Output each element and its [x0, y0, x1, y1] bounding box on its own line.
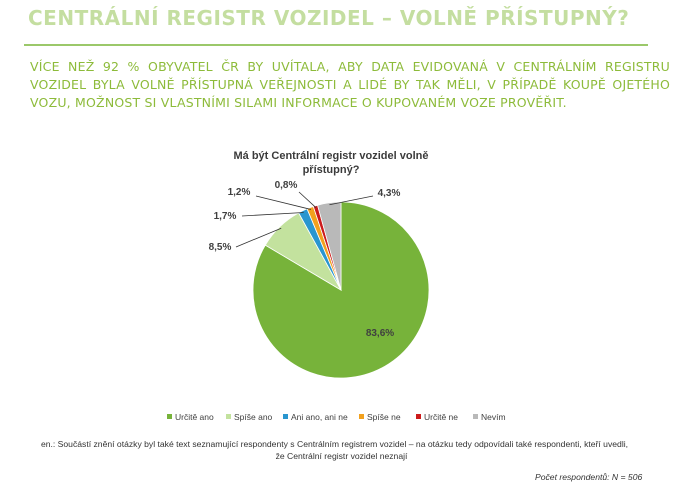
legend-swatch [226, 414, 231, 419]
slide-title: CENTRÁLNÍ REGISTR VOZIDEL – VOLNĚ PŘÍSTU… [28, 6, 630, 30]
data-label: 4,3% [378, 188, 401, 199]
leader-line [241, 212, 304, 217]
legend-label: Spíše ano [234, 412, 273, 422]
leader-line [298, 191, 317, 209]
chart-title-line: Má být Centrální registr vozidel volně [234, 150, 429, 162]
legend-label: Určitě ne [424, 412, 458, 422]
legend-label: Ani ano, ani ne [291, 412, 348, 422]
legend-swatch [473, 414, 478, 419]
pie-chart: Má být Centrální registr vozidel volně př… [167, 150, 506, 422]
footnote-line-1: en.: Součástí znění otázky byl také text… [40, 439, 629, 449]
pie-slice [317, 201, 342, 291]
footnote-line-2: že Centrální registr vozidel neznají [275, 451, 408, 461]
data-label: 0,8% [275, 180, 298, 191]
slide-subtitle: VÍCE NEŽ 92 % OBYVATEL ČR BY UVÍTALA, AB… [30, 59, 670, 110]
legend-label: Nevím [481, 412, 506, 422]
respondent-count: Počet respondentů: N = 506 [535, 472, 643, 482]
data-label: 1,7% [214, 211, 237, 222]
legend-label: Určitě ano [175, 412, 214, 422]
leader-line [235, 227, 282, 248]
data-label: 83,6% [366, 328, 394, 339]
legend-swatch [167, 414, 172, 419]
title-divider [24, 44, 648, 46]
legend-label: Spíše ne [367, 412, 401, 422]
leader-line [329, 195, 374, 206]
data-label: 8,5% [209, 242, 232, 253]
chart-title-line: přístupný? [303, 164, 360, 176]
footnote: en.: Součástí znění otázky byl také text… [0, 438, 683, 462]
leader-line [255, 195, 311, 210]
legend-swatch [416, 414, 421, 419]
legend-swatch [359, 414, 364, 419]
data-label: 1,2% [228, 187, 251, 198]
legend-swatch [283, 414, 288, 419]
